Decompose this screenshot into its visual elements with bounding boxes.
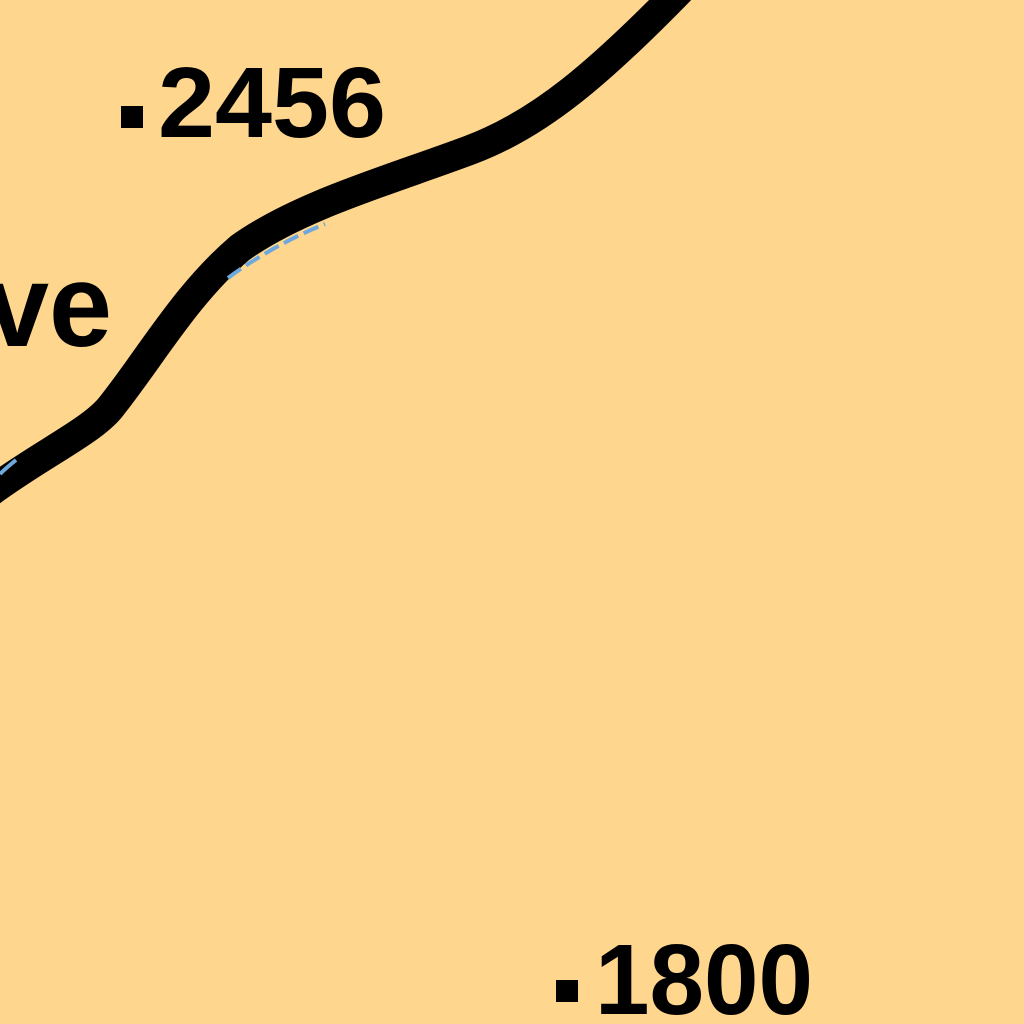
spot-height-marker-2 xyxy=(556,980,578,1002)
spot-height-label: 2456 xyxy=(158,47,386,159)
road-centerline-segment-left xyxy=(0,458,18,476)
spot-height-marker xyxy=(121,106,143,128)
place-label-partial: ve xyxy=(0,240,112,372)
road-centerline-segment xyxy=(226,222,326,280)
spot-height-label-2: 1800 xyxy=(595,924,813,1024)
road-casing xyxy=(0,0,692,504)
